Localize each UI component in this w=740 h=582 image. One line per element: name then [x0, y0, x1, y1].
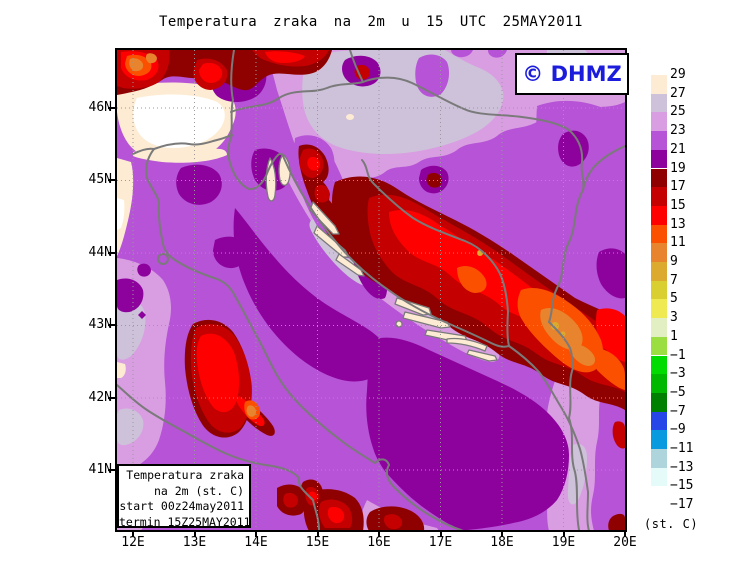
- lat-axis-label: 42N: [88, 389, 112, 405]
- legend-swatch-ltorchid-3: [651, 112, 667, 132]
- info-line-2: na 2m (st. C): [153, 483, 244, 498]
- lon-axis-tick: [316, 530, 319, 537]
- legend-swatch-palegreen-14: [651, 318, 667, 337]
- legend-boundary-label: 29: [670, 67, 686, 82]
- lat-axis-label: 44N: [88, 244, 112, 260]
- legend-swatch-orange-10: [651, 243, 667, 262]
- legend-swatch-blue-19: [651, 411, 667, 431]
- lon-axis-tick: [378, 530, 380, 537]
- info-line-4: termin 15Z25MAY2011: [119, 514, 251, 529]
- info-line-3: start 00z24may2011: [119, 499, 244, 513]
- legend-boundary-label: 13: [670, 216, 686, 232]
- legend-swatch-palebluegray-21: [651, 449, 667, 468]
- lon-axis-tick: [193, 530, 196, 537]
- legend-boundary-label: 7: [670, 272, 678, 288]
- page-title: Temperatura zraka na 2m u 15 UTC 25MAY20…: [158, 14, 583, 30]
- lon-axis-tick: [562, 530, 565, 537]
- legend-swatch-maroon-6: [651, 168, 667, 188]
- lat-axis-label: 43N: [88, 317, 112, 333]
- lat-axis-tick: [108, 324, 115, 327]
- legend-boundary-label: −17: [670, 497, 694, 513]
- legend-swatch-dkpurple-5: [651, 149, 667, 169]
- temperature-field-svg: [117, 50, 625, 530]
- legend-swatch-palecyan-22: [651, 467, 667, 487]
- legend-swatch-dkyellow-12: [651, 280, 667, 300]
- lon-axis-label: 19E: [551, 535, 576, 550]
- legend-boundary-label: −1: [670, 347, 686, 363]
- legend-boundary-label: 27: [670, 85, 686, 101]
- legend-boundary-label: −11: [670, 441, 694, 456]
- lon-axis-tick: [132, 530, 134, 537]
- legend-boundary-label: 21: [670, 141, 686, 157]
- lon-axis-tick: [501, 530, 503, 537]
- legend-boundary-label: −9: [670, 422, 686, 438]
- legend-boundary-label: 23: [670, 123, 686, 139]
- dhmz-watermark-box: © DHMZ: [515, 53, 629, 95]
- dhmz-watermark-text: © DHMZ: [522, 62, 622, 86]
- legend-swatch-graylav-2: [651, 93, 667, 113]
- legend-swatch-azure-20: [651, 430, 667, 449]
- legend-swatch-white-23: [651, 486, 667, 506]
- legend-boundary-label: 25: [670, 104, 686, 120]
- legend-boundary-label: 5: [670, 291, 678, 307]
- legend-swatch-yellow-13: [651, 299, 667, 319]
- legend-swatch-yellowgreen-15: [651, 336, 667, 356]
- legend-boundary-label: −7: [670, 403, 686, 419]
- lon-axis-label: 14E: [244, 535, 268, 550]
- lon-axis-label: 16E: [367, 535, 391, 550]
- lon-axis-tick: [255, 530, 257, 537]
- lat-axis-label: 45N: [88, 172, 112, 188]
- legend-swatch-white-24: [651, 505, 667, 524]
- run-info-box: Temperatura zraka na 2m (st. C) start 00…: [117, 464, 251, 529]
- legend-swatch-dkred-7: [651, 187, 667, 206]
- legend-boundary-label: −5: [670, 384, 686, 400]
- info-line-1: Temperatura zraka: [126, 468, 244, 482]
- lon-axis-label: 12E: [121, 535, 145, 550]
- legend-swatch-cream-1: [651, 75, 667, 94]
- lon-axis-label: 20E: [613, 535, 637, 550]
- legend-boundary-label: 3: [670, 310, 678, 326]
- legend-swatch-goldenrod-11: [651, 262, 667, 281]
- lat-axis-tick: [108, 107, 115, 109]
- legend-boundary-label: −3: [670, 366, 686, 382]
- lat-axis-tick: [108, 396, 115, 399]
- lat-axis-tick: [108, 179, 115, 182]
- legend-boundary-label: 19: [670, 160, 686, 176]
- legend-swatch-white-0: [651, 56, 667, 75]
- legend-boundary-label: −15: [670, 478, 694, 494]
- lat-axis-label: 46N: [88, 100, 112, 115]
- legend-swatch-green-17: [651, 374, 667, 393]
- legend-swatch-red-8: [651, 205, 667, 225]
- legend-swatch-orangered-9: [651, 224, 667, 244]
- lon-axis-label: 13E: [182, 535, 207, 550]
- lat-axis-label: 41N: [88, 462, 112, 477]
- legend-boundary-label: 15: [670, 197, 686, 213]
- map-plot-area: [115, 48, 627, 532]
- lon-axis-tick: [439, 530, 442, 537]
- legend-boundary-label: 1: [670, 328, 678, 344]
- legend-boundary-label: 11: [670, 235, 686, 251]
- legend-swatch-brightgreen-16: [651, 355, 667, 375]
- graticule-gridlines: [117, 50, 625, 530]
- legend-swatch-mdorchid-4: [651, 131, 667, 150]
- lon-axis-label: 17E: [428, 535, 453, 550]
- legend-boundary-label: 9: [670, 254, 678, 269]
- legend-boundary-label: 17: [670, 179, 686, 195]
- legend-swatch-dkgreen-18: [651, 392, 667, 412]
- lon-axis-label: 18E: [490, 535, 514, 550]
- lat-axis-tick: [108, 469, 115, 471]
- lon-axis-tick: [624, 530, 626, 537]
- lon-axis-label: 15E: [305, 535, 330, 550]
- lat-axis-tick: [108, 251, 115, 254]
- legend-unit-label: (st. C): [644, 517, 699, 531]
- legend-boundary-label: −13: [670, 459, 694, 475]
